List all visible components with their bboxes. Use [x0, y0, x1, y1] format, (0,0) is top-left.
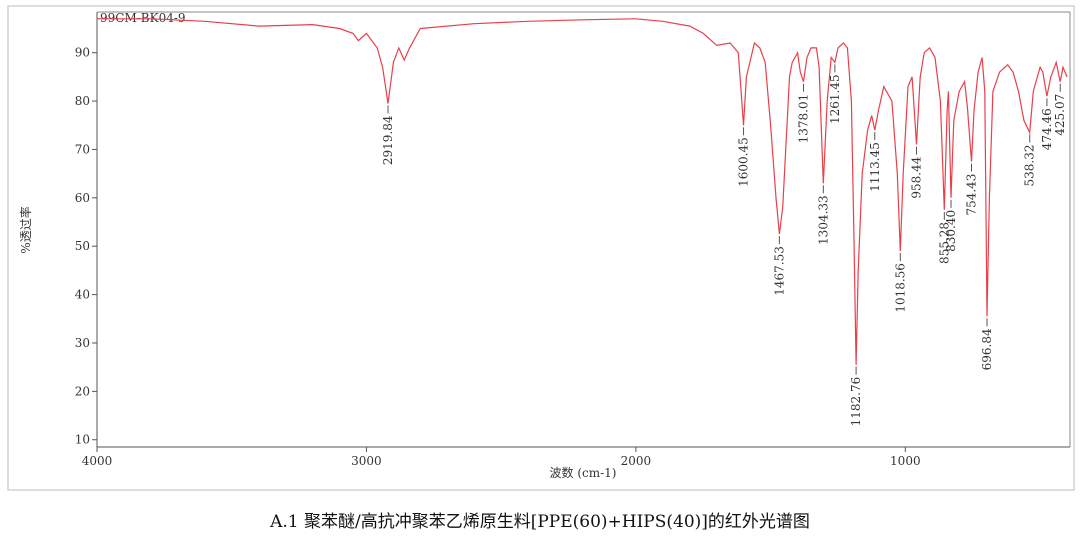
peak-label: 754.43 — [965, 174, 979, 216]
y-axis-label: %透过率 — [18, 206, 33, 253]
peak-label: 1261.45 — [828, 74, 842, 124]
peak-label: 1182.76 — [849, 377, 863, 427]
sample-label: 99CM-BK04-9 — [100, 11, 186, 25]
y-tick-label: 10 — [75, 433, 90, 447]
peak-label: 2919.84 — [381, 115, 395, 165]
y-tick-label: 70 — [75, 142, 90, 156]
y-tick-label: 50 — [75, 239, 90, 253]
peak-label: 696.84 — [980, 328, 994, 370]
y-tick-label: 40 — [75, 288, 90, 302]
x-tick-label: 1000 — [890, 454, 921, 468]
y-tick-label: 90 — [75, 46, 90, 60]
y-tick-label: 60 — [75, 191, 90, 205]
x-axis-label: 波数 (cm-1) — [550, 465, 617, 480]
peak-label: 1113.45 — [868, 142, 882, 192]
peak-label: 958.44 — [910, 156, 924, 198]
y-tick-label: 20 — [75, 384, 90, 398]
frame — [7, 5, 1075, 491]
x-tick-label: 4000 — [82, 454, 113, 468]
peak-label: 1600.45 — [737, 137, 751, 187]
spectrum-line — [97, 18, 1068, 365]
peak-label: 1304.33 — [816, 195, 830, 245]
peak-label: 538.32 — [1023, 145, 1037, 187]
peak-label: 1467.53 — [772, 246, 786, 296]
x-tick-label: 2000 — [621, 454, 652, 468]
peak-label: 855.28 — [937, 222, 951, 264]
peak-label: 425.07 — [1053, 94, 1067, 136]
peak-label: 1018.56 — [893, 263, 907, 313]
y-tick-label: 30 — [75, 336, 90, 350]
caption: A.1 聚苯醚/高抗冲聚苯乙烯原生料[PPE(60)+HIPS(40)]的红外光… — [269, 512, 810, 532]
x-tick-label: 3000 — [351, 454, 382, 468]
y-tick-label: 80 — [75, 94, 90, 108]
peak-label: 830.40 — [944, 210, 958, 252]
peak-label: 474.46 — [1040, 108, 1054, 150]
peak-label: 1378.01 — [796, 94, 810, 144]
